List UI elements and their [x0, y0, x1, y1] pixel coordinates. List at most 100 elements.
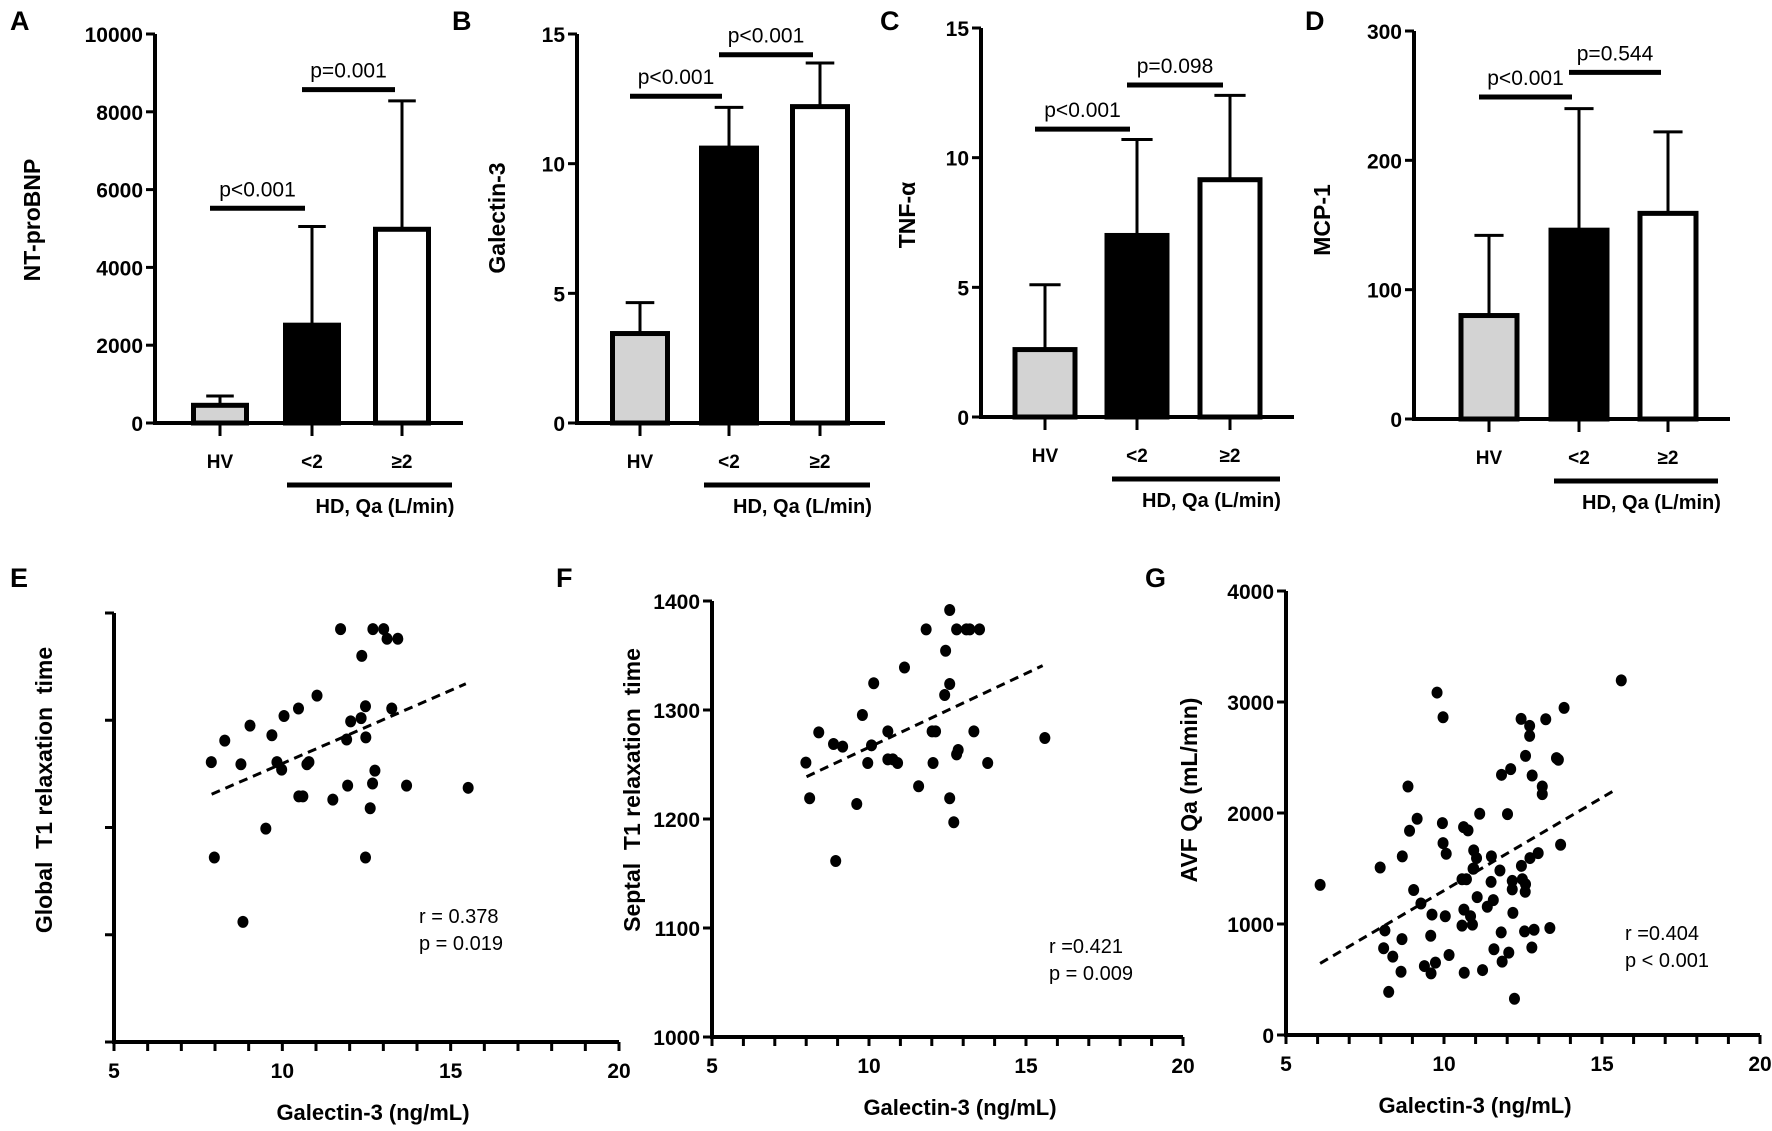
data-point: [1471, 891, 1483, 904]
p-value-label: p<0.001: [1487, 67, 1564, 90]
data-point: [1396, 850, 1408, 863]
data-point: [913, 780, 925, 793]
data-point: [1487, 894, 1499, 907]
x-tick-label: 15: [1014, 1055, 1038, 1078]
data-point: [1411, 812, 1423, 825]
y-tick-label: 6000: [96, 180, 143, 203]
data-point: [1425, 929, 1437, 942]
data-point: [862, 756, 874, 769]
data-point: [1404, 824, 1416, 837]
data-point: [235, 758, 247, 771]
data-point: [1552, 753, 1564, 766]
x-category-label: <2: [301, 452, 323, 473]
data-point: [1528, 923, 1540, 936]
x-tick-label: 10: [271, 1060, 294, 1083]
data-point: [260, 822, 272, 835]
panel-e: E 5 10 15 20 Galectin-3 (ng/mL) Global T1 rela…: [10, 563, 631, 1125]
data-point: [359, 851, 371, 864]
panel-f: F 1000 1100 1200 1300 1400 5 10 15 20 Galectin-3 (…: [556, 563, 1195, 1120]
y-tick-label: 10: [542, 154, 565, 177]
data-point: [345, 715, 357, 728]
data-point: [951, 748, 963, 761]
correlation-r: r =0.421: [1049, 936, 1123, 958]
data-point: [1558, 701, 1570, 714]
data-point: [219, 734, 231, 747]
x-category-label: ≥2: [392, 452, 413, 473]
y-tick-label: 10: [946, 148, 969, 171]
data-point: [1536, 788, 1548, 801]
data-point: [356, 649, 368, 662]
data-point: [1426, 908, 1438, 921]
data-point: [1544, 921, 1556, 934]
x-tick-label: 15: [1590, 1053, 1614, 1076]
p-value-label: p=0.544: [1577, 42, 1654, 65]
p-value-label: p<0.001: [1044, 99, 1121, 122]
data-point: [939, 688, 951, 701]
data-point: [1496, 955, 1508, 968]
y-tick-label: 10000: [85, 24, 143, 47]
panel-letter: G: [1145, 563, 1166, 593]
data-point: [1396, 933, 1408, 946]
data-point: [1436, 817, 1448, 830]
regression-line: [1319, 787, 1618, 965]
y-tick-label: 1000: [653, 1027, 700, 1050]
y-tick-label: 300: [1367, 21, 1402, 44]
x-category-label: HV: [207, 452, 234, 473]
bar: [790, 104, 850, 426]
data-point: [1540, 713, 1552, 726]
data-point: [1526, 941, 1538, 954]
correlation-r: r = 0.378: [419, 906, 499, 928]
data-point: [804, 792, 816, 805]
x-tick-label: 10: [1432, 1053, 1455, 1076]
y-tick-label: 1300: [653, 700, 700, 723]
data-point: [1429, 956, 1441, 969]
data-point: [335, 623, 347, 636]
data-point: [1462, 824, 1474, 837]
y-axis-label: Septal T1 relaxation time: [619, 648, 645, 932]
bar: [373, 226, 431, 426]
data-point: [1477, 964, 1489, 977]
data-point: [1555, 838, 1567, 851]
y-axis-label: Global T1 relaxation time: [31, 647, 57, 933]
y-tick-label: 3000: [1227, 692, 1274, 715]
p-value-label: p<0.001: [219, 178, 296, 201]
data-point: [276, 763, 288, 776]
data-point: [868, 677, 880, 690]
x-category-label: ≥2: [810, 452, 831, 473]
data-point: [1502, 808, 1514, 821]
x-tick-label: 20: [1171, 1055, 1194, 1078]
data-point: [948, 816, 960, 829]
panel-letter: D: [1305, 6, 1325, 36]
data-point: [851, 797, 863, 810]
data-point: [1488, 943, 1500, 956]
y-tick-label: 4000: [96, 257, 143, 280]
x-axis-label: Galectin-3 (ng/mL): [863, 1095, 1056, 1120]
data-point: [244, 719, 256, 732]
data-point: [327, 793, 339, 806]
y-tick-label: 2000: [96, 335, 143, 358]
x-tick-label: 5: [108, 1060, 120, 1083]
data-point: [920, 623, 932, 636]
data-point: [341, 733, 353, 746]
y-tick-label: 0: [131, 413, 143, 436]
data-point: [856, 709, 868, 722]
y-axis-label: TNF-α: [894, 182, 920, 249]
bar: [1458, 313, 1520, 422]
panel-b: B 0 5 10 15 Galectin-3 HV <2 ≥2 p<0.001 p<0.001 HD,…: [452, 6, 885, 518]
y-tick-label: 1400: [653, 591, 700, 614]
data-point: [898, 661, 910, 674]
y-axis-label: Galectin-3: [484, 162, 510, 273]
y-tick-label: 0: [553, 413, 565, 436]
y-tick-label: 5: [957, 277, 969, 300]
data-point: [927, 756, 939, 769]
data-point: [292, 702, 304, 715]
panel-letter: B: [452, 6, 472, 36]
group-label: HD, Qa (L/min): [316, 496, 455, 518]
data-point: [401, 779, 413, 792]
bar: [191, 402, 249, 426]
x-category-label: <2: [1568, 448, 1590, 469]
data-point: [1505, 763, 1517, 776]
y-axis-label: MCP-1: [1309, 184, 1335, 256]
x-tick-label: 5: [1280, 1053, 1292, 1076]
data-point: [311, 689, 323, 702]
